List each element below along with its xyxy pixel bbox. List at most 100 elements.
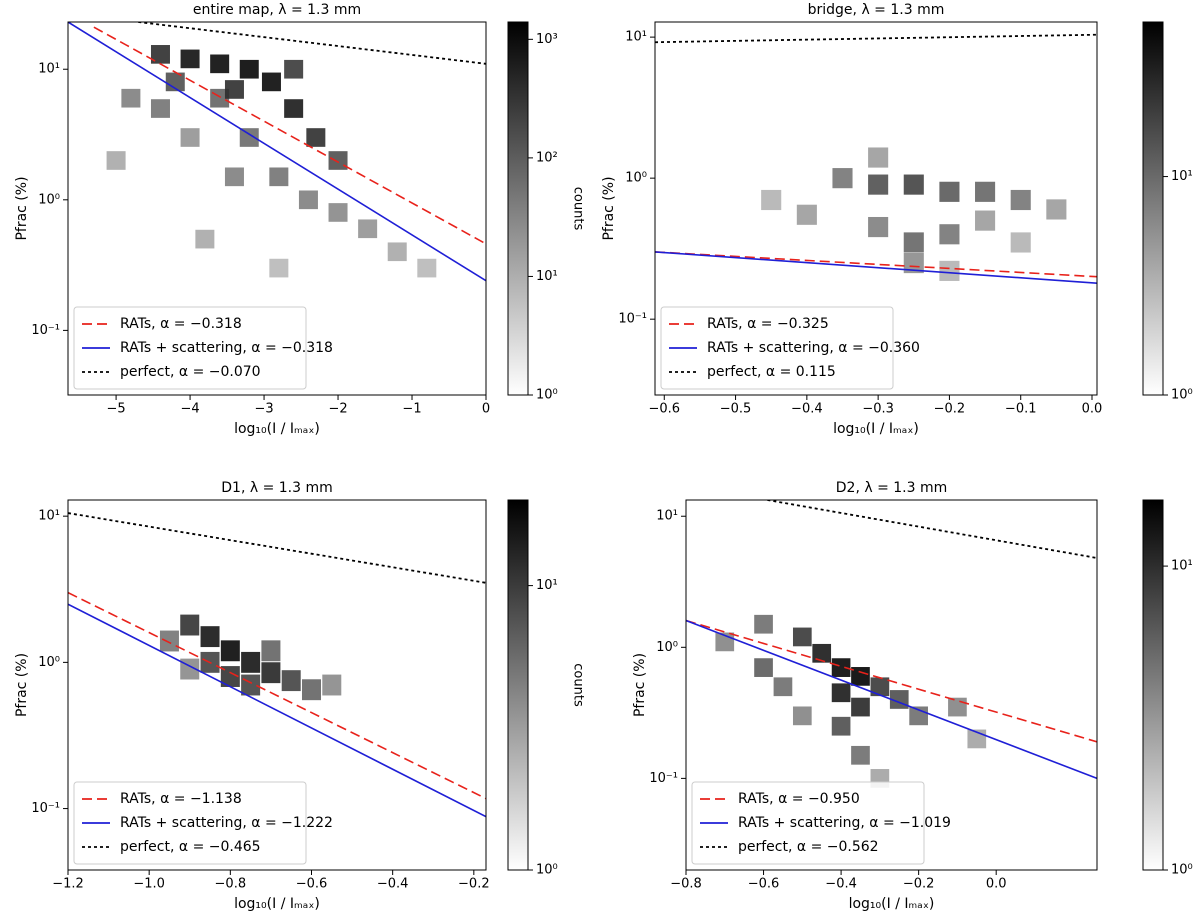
x-tick-label: −0.6 [296, 877, 328, 892]
y-tick-label: 10⁰ [656, 640, 678, 655]
hist-cell [241, 651, 261, 673]
fit-line [686, 619, 1097, 743]
fit-line [686, 619, 1097, 780]
title: bridge, λ = 1.3 mm [808, 2, 945, 18]
c-tick-label: 10⁰ [536, 388, 558, 403]
y-tick-label: 10¹ [656, 509, 678, 524]
hist-cell [261, 662, 281, 684]
hist-cell [832, 168, 853, 189]
hist-cell [903, 232, 924, 253]
hist-cell [165, 72, 185, 92]
legend-label: RATs, α = −1.138 [120, 791, 242, 807]
legend-box [73, 306, 307, 390]
hist-cell [269, 167, 289, 187]
hist-cell [903, 174, 924, 195]
legend-label: RATs + scattering, α = −0.318 [120, 340, 333, 356]
x-tick-label: −1.0 [133, 877, 165, 892]
y-tick-label: 10⁻¹ [649, 771, 678, 786]
hist-cell [150, 99, 170, 118]
c-tick-label: 10³ [536, 32, 558, 47]
colorbar [507, 499, 529, 871]
plot-frame [654, 21, 1098, 396]
plot-frame [67, 21, 487, 396]
hist-cell [761, 189, 782, 211]
hist-cell [754, 658, 773, 677]
hist-cell [975, 210, 996, 231]
legend-label: RATs + scattering, α = −1.019 [738, 815, 951, 831]
colorbar [1142, 499, 1164, 871]
hist-cell [868, 147, 889, 168]
x-tick-label: −0.4 [825, 877, 857, 892]
title: D2, λ = 1.3 mm [836, 480, 948, 496]
panel: −5 −4 −3 −2 −1 0 10⁻¹ 10⁰ 10¹ entire map, λ = 1.3… [14, 2, 586, 437]
fit-line [68, 512, 486, 584]
hist-cell [322, 674, 342, 696]
hist-cell [150, 45, 170, 64]
x-tick-label: −4 [180, 402, 199, 417]
x-tick-label: −5 [107, 402, 126, 417]
x-tick-label: −0.4 [377, 877, 409, 892]
hist-cell [792, 706, 812, 726]
x-tick-label: −3 [254, 402, 273, 417]
x-tick-label: 0.0 [986, 877, 1007, 892]
legend-label: perfect, α = 0.115 [707, 364, 836, 380]
hist-cell [792, 627, 812, 647]
x-tick-label: −0.4 [791, 402, 823, 417]
hist-cell [939, 260, 960, 281]
hist-cell [284, 99, 304, 118]
x-tick-label: −0.6 [648, 402, 680, 417]
x-axis-label: log₁₀(I / Iₘₐₓ) [849, 896, 935, 912]
plot-frame [685, 499, 1098, 871]
hist-cell [796, 204, 817, 225]
hist-cell [1010, 189, 1031, 211]
panel: −1.2 −1.0 −0.8 −0.6 −0.4 −0.2 10⁻¹ 10⁰ 10¹ D1, λ … [14, 480, 586, 912]
hist-cell [261, 640, 281, 662]
x-tick-label: −0.8 [670, 877, 702, 892]
hist-cell [868, 216, 889, 238]
fit-line [138, 22, 486, 65]
fit-line [68, 603, 486, 818]
hist-cell [180, 49, 200, 69]
fit-lines [655, 33, 1097, 284]
x-axis-label: log₁₀(I / Iₘₐₓ) [234, 896, 320, 912]
legend-box [660, 306, 894, 390]
fit-lines [68, 512, 486, 818]
hist-cell [281, 670, 301, 692]
x-tick-label: −0.5 [720, 402, 752, 417]
hist-cell [224, 167, 244, 187]
hist-cell [121, 88, 141, 108]
hist-cell [195, 229, 215, 249]
y-tick-label: 10⁰ [625, 171, 647, 186]
hist-cell [939, 181, 960, 202]
hist-cell [306, 128, 326, 147]
hist-cell [239, 128, 259, 147]
legend-label: RATs, α = −0.950 [738, 791, 860, 807]
c-tick-label: 10⁰ [536, 863, 558, 878]
hist-cell [975, 181, 996, 202]
hist-cell [868, 174, 889, 195]
fit-line [93, 26, 486, 245]
hist-cell [328, 151, 348, 170]
c-tick-label: 10¹ [536, 578, 558, 593]
y-tick-label: 10⁰ [38, 192, 60, 207]
histogram [106, 45, 437, 278]
y-axis-label: Pfrac (%) [14, 176, 30, 240]
fit-line [68, 22, 486, 282]
fit-line [655, 33, 1097, 44]
c-tick-label: 10⁰ [1171, 388, 1193, 403]
fit-line [68, 591, 486, 800]
x-tick-label: −0.2 [458, 877, 490, 892]
c-tick-label: 10¹ [536, 269, 558, 284]
y-tick-label: 10⁰ [38, 655, 60, 670]
hist-cell [284, 59, 304, 79]
hist-cell [754, 614, 773, 634]
hist-cell [948, 697, 967, 717]
fit-lines [686, 500, 1097, 780]
hist-cell [180, 128, 200, 147]
legend-box [73, 781, 307, 865]
hist-cell [417, 258, 437, 278]
x-tick-label: −0.1 [1005, 402, 1037, 417]
hist-cell [773, 677, 793, 697]
x-axis-label: log₁₀(I / Iₘₐₓ) [833, 421, 919, 437]
